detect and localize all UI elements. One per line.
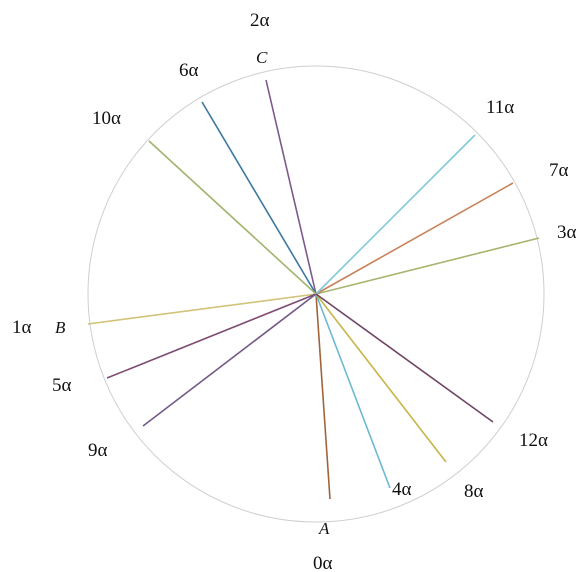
circle-outline [87, 65, 545, 523]
ray-6 [201, 101, 317, 295]
point-label-a: A [318, 519, 330, 538]
angle-label-3: 3α [557, 222, 577, 243]
angle-label-9: 9α [88, 440, 108, 461]
ray-12 [315, 293, 494, 423]
ray-8 [315, 293, 447, 463]
angle-label-7: 7α [549, 160, 569, 181]
point-label-c: C [256, 48, 268, 67]
ray-10 [148, 140, 317, 295]
ray-9 [142, 293, 317, 427]
angle-labels: 0α 1α 2α 3α 4α 5α 6α 7α 8α 9α 10α 11α 12α [12, 10, 577, 572]
point-label-b: B [55, 318, 66, 337]
angle-label-12: 12α [519, 430, 548, 451]
ray-2 [265, 79, 317, 295]
ray-3 [315, 237, 540, 295]
angle-label-4: 4α [392, 479, 412, 500]
ray-0 [315, 293, 331, 500]
angle-label-2: 2α [250, 10, 270, 31]
angle-label-5: 5α [52, 375, 72, 396]
angle-label-6: 6α [179, 60, 199, 81]
ray-4 [315, 293, 391, 489]
angle-label-0: 0α [313, 553, 333, 572]
angle-label-11: 11α [486, 97, 514, 118]
angle-label-8: 8α [464, 481, 484, 502]
rays-group [87, 79, 540, 500]
ray-5 [106, 293, 317, 379]
angle-label-10: 10α [92, 108, 121, 129]
ray-7 [315, 182, 514, 295]
ray-1 [87, 293, 317, 325]
ray-11 [315, 134, 476, 295]
angle-label-1: 1α [12, 317, 32, 338]
